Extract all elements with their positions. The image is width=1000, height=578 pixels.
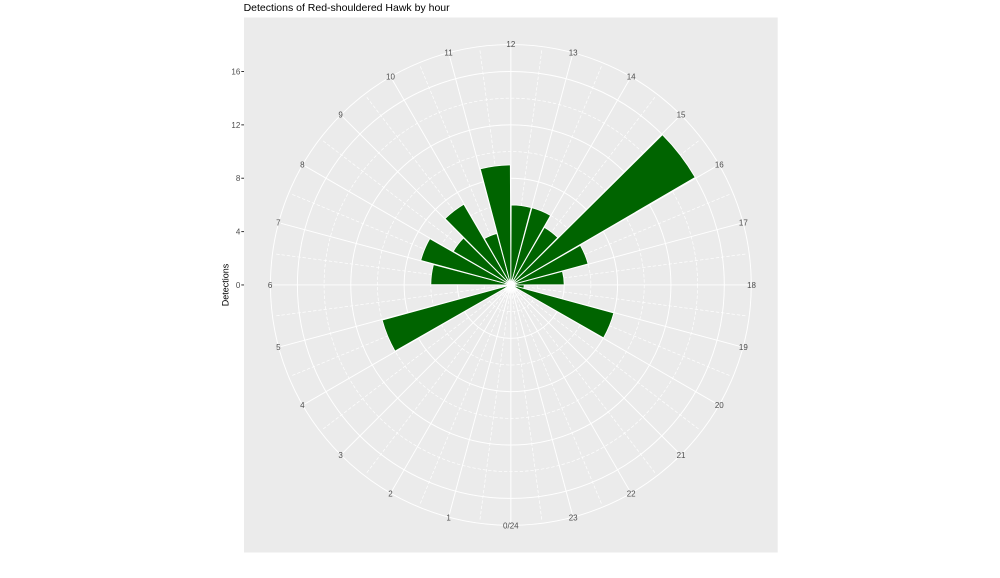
svg-text:16: 16 [231,67,240,76]
svg-text:3: 3 [338,451,343,460]
svg-text:8: 8 [300,161,305,170]
svg-text:21: 21 [677,451,686,460]
svg-text:17: 17 [739,219,748,228]
svg-text:7: 7 [276,219,281,228]
svg-text:4: 4 [236,227,241,236]
svg-text:18: 18 [747,281,756,290]
svg-text:22: 22 [627,489,636,498]
svg-text:8: 8 [236,174,241,183]
svg-text:10: 10 [386,72,395,81]
svg-text:23: 23 [569,513,578,522]
svg-text:2: 2 [388,489,393,498]
svg-text:12: 12 [506,40,515,49]
svg-text:Detections: Detections [221,263,231,306]
svg-text:13: 13 [569,48,578,57]
svg-text:11: 11 [444,48,453,57]
svg-text:4: 4 [300,401,305,410]
svg-text:9: 9 [338,111,343,120]
svg-text:1: 1 [446,513,451,522]
svg-text:15: 15 [677,111,686,120]
svg-text:16: 16 [715,161,724,170]
svg-text:12: 12 [231,121,240,130]
svg-text:0/24: 0/24 [503,522,519,531]
svg-text:20: 20 [715,401,724,410]
svg-text:Detections of Red-shouldered H: Detections of Red-shouldered Hawk by hou… [244,2,451,14]
svg-text:14: 14 [627,72,636,81]
svg-text:0: 0 [236,281,241,290]
svg-text:5: 5 [276,343,281,352]
svg-text:19: 19 [739,343,748,352]
svg-text:6: 6 [268,281,273,290]
